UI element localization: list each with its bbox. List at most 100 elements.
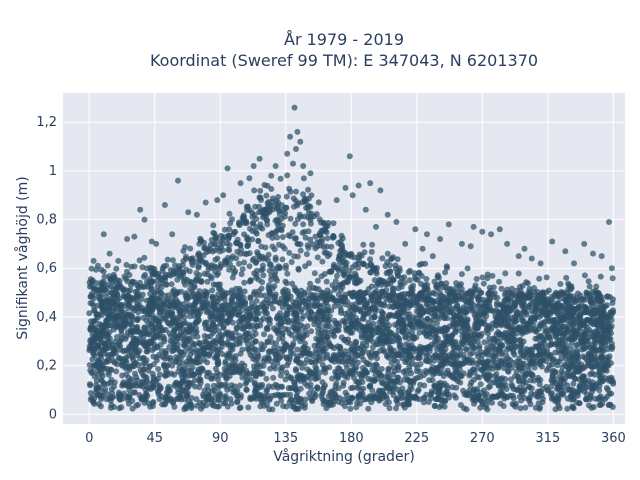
data-point bbox=[103, 294, 110, 301]
data-point bbox=[534, 335, 541, 342]
data-point bbox=[251, 303, 258, 310]
data-point bbox=[330, 263, 337, 270]
data-point bbox=[154, 344, 161, 351]
data-point bbox=[504, 346, 511, 353]
data-point bbox=[156, 396, 163, 403]
data-point bbox=[279, 256, 286, 263]
data-point bbox=[496, 310, 503, 317]
data-point bbox=[305, 244, 312, 251]
data-point bbox=[562, 375, 569, 382]
data-point bbox=[101, 381, 108, 388]
data-point bbox=[191, 283, 198, 290]
data-point bbox=[119, 362, 126, 369]
data-point bbox=[596, 387, 603, 394]
data-point bbox=[245, 404, 252, 411]
data-point bbox=[498, 351, 505, 358]
data-point bbox=[555, 348, 562, 354]
data-point bbox=[485, 322, 492, 329]
data-point bbox=[217, 261, 224, 267]
data-point bbox=[146, 297, 153, 304]
data-point bbox=[385, 365, 392, 372]
data-point bbox=[434, 346, 440, 353]
data-point bbox=[346, 268, 353, 275]
data-point bbox=[319, 333, 326, 340]
data-point bbox=[126, 364, 133, 371]
data-point bbox=[291, 379, 298, 386]
data-point bbox=[400, 327, 407, 334]
data-point bbox=[289, 342, 296, 349]
data-point bbox=[565, 312, 572, 319]
data-point bbox=[253, 297, 260, 304]
data-point bbox=[319, 347, 326, 354]
data-point bbox=[513, 307, 519, 314]
data-point bbox=[523, 370, 530, 377]
data-point bbox=[590, 306, 597, 313]
data-point bbox=[183, 392, 190, 399]
data-point bbox=[378, 372, 385, 379]
data-point bbox=[305, 309, 312, 316]
data-point bbox=[99, 302, 105, 309]
data-point bbox=[323, 243, 330, 250]
data-point bbox=[112, 317, 119, 324]
data-point bbox=[215, 333, 222, 340]
data-point bbox=[379, 321, 386, 328]
data-point bbox=[484, 308, 491, 314]
data-point bbox=[256, 382, 263, 389]
data-point bbox=[113, 368, 120, 375]
data-point bbox=[87, 325, 94, 332]
data-point bbox=[145, 367, 152, 374]
data-point bbox=[196, 376, 203, 383]
data-point bbox=[249, 236, 256, 243]
data-point bbox=[366, 309, 373, 316]
data-point bbox=[573, 305, 580, 312]
data-point bbox=[168, 281, 175, 288]
data-point bbox=[231, 388, 238, 394]
data-point bbox=[338, 371, 345, 378]
data-point bbox=[208, 275, 215, 282]
data-point bbox=[555, 329, 562, 336]
data-point bbox=[303, 251, 310, 258]
data-point bbox=[192, 358, 199, 365]
data-point bbox=[346, 304, 353, 311]
data-point bbox=[329, 375, 336, 382]
data-point bbox=[525, 383, 532, 390]
data-point bbox=[417, 315, 424, 322]
data-point bbox=[537, 377, 544, 383]
data-point bbox=[345, 351, 352, 358]
data-point bbox=[164, 385, 171, 392]
data-point bbox=[300, 333, 307, 340]
data-point bbox=[579, 308, 586, 315]
data-point bbox=[141, 283, 148, 290]
data-point bbox=[573, 347, 580, 354]
data-point bbox=[367, 383, 374, 390]
data-point bbox=[201, 270, 208, 277]
data-point bbox=[477, 381, 484, 388]
data-point bbox=[243, 386, 250, 393]
data-point bbox=[202, 260, 209, 267]
data-point bbox=[462, 305, 469, 312]
data-point bbox=[175, 335, 182, 342]
data-point bbox=[442, 304, 449, 311]
data-point bbox=[349, 329, 356, 336]
data-point bbox=[541, 336, 548, 343]
data-point bbox=[155, 366, 162, 372]
data-point bbox=[559, 364, 566, 371]
data-point bbox=[490, 353, 497, 360]
data-point bbox=[604, 393, 610, 400]
data-point bbox=[301, 360, 308, 367]
data-point bbox=[94, 342, 101, 349]
data-point bbox=[435, 325, 442, 332]
data-point bbox=[181, 276, 188, 283]
data-point bbox=[577, 387, 583, 394]
data-point bbox=[150, 334, 157, 341]
data-point bbox=[312, 233, 319, 240]
data-point bbox=[241, 250, 248, 257]
data-point bbox=[251, 363, 257, 370]
data-point bbox=[316, 295, 323, 302]
data-point bbox=[474, 365, 481, 371]
data-point bbox=[292, 235, 298, 242]
data-point bbox=[307, 280, 314, 287]
data-point bbox=[201, 345, 208, 352]
data-point bbox=[528, 358, 535, 364]
data-point bbox=[211, 354, 218, 361]
